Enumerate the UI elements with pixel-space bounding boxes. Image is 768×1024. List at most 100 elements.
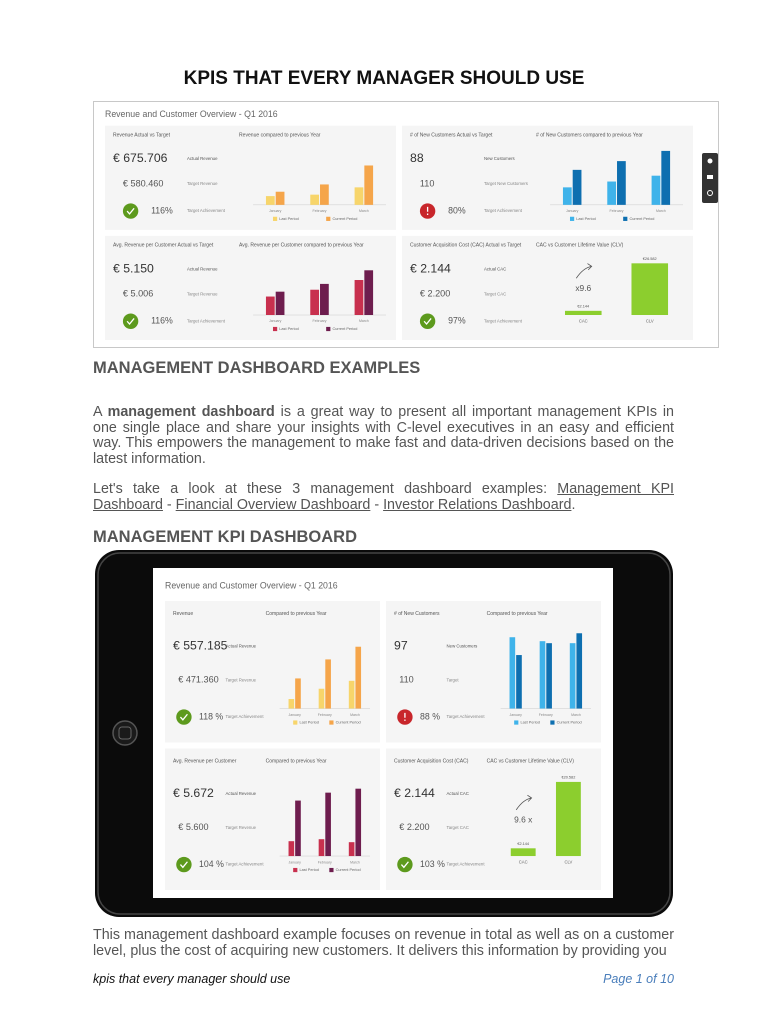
check-mark bbox=[400, 861, 409, 869]
legend-label: Current Period bbox=[336, 868, 361, 872]
main-label: Actual Revenue bbox=[187, 156, 218, 161]
main-value: € 2.144 bbox=[394, 786, 435, 800]
legend-label: Current Period bbox=[629, 217, 654, 221]
chart-title: CAC vs Customer Lifetime Value (CLV) bbox=[487, 759, 575, 765]
legend-label: Last Period bbox=[299, 721, 318, 725]
main-label: New Customers bbox=[447, 643, 478, 648]
text: This management dashboard example focuse… bbox=[93, 927, 674, 959]
bar bbox=[318, 839, 325, 857]
text: . bbox=[571, 496, 576, 513]
status-icon bbox=[419, 313, 436, 329]
x-tick-label: February bbox=[318, 713, 332, 717]
achievement-label: Target Achievement bbox=[226, 714, 265, 719]
bar bbox=[651, 175, 661, 205]
target-value: € 471.360 bbox=[178, 675, 218, 685]
achievement-label: Target Achievement bbox=[187, 208, 226, 213]
paragraph: A management dashboard is a great way to… bbox=[93, 404, 674, 467]
section-heading: MANAGEMENT KPI DASHBOARD bbox=[93, 528, 357, 546]
main-value: € 5.150 bbox=[113, 261, 154, 275]
x-tick-label: February bbox=[539, 713, 553, 717]
main-label: Actual CAC bbox=[484, 266, 506, 271]
achievement: 103 % bbox=[420, 859, 445, 869]
chart-title: CAC vs Customer Lifetime Value (CLV) bbox=[536, 243, 624, 249]
bar bbox=[509, 637, 516, 709]
value-label: €26.582 bbox=[643, 257, 657, 261]
legend-swatch bbox=[329, 867, 334, 873]
achievement: 97% bbox=[448, 316, 466, 326]
kpi-panel: Revenue Actual vs Target € 675.706 Actual … bbox=[105, 125, 396, 230]
chart-title: Avg. Revenue per Customer compared to pr… bbox=[239, 243, 364, 249]
kpi-title: Avg. Revenue per Customer bbox=[173, 759, 237, 765]
page-title: KPIS THAT EVERY MANAGER SHOULD USE bbox=[183, 68, 585, 89]
x-tick-label: January bbox=[269, 209, 282, 213]
main-value: € 2.144 bbox=[410, 261, 451, 275]
bar bbox=[310, 289, 320, 316]
check-mark bbox=[179, 861, 188, 869]
target-label: Target Revenue bbox=[187, 291, 218, 296]
main-value: 88 bbox=[410, 151, 424, 165]
panel-bg bbox=[402, 125, 693, 230]
check-mark bbox=[126, 207, 135, 215]
achievement: 104 % bbox=[199, 859, 224, 869]
legend-swatch bbox=[623, 216, 628, 221]
link[interactable]: Investor Relations Dashboard bbox=[383, 496, 572, 513]
achievement: 116% bbox=[151, 316, 173, 326]
link[interactable]: Financial Overview Dashboard bbox=[175, 496, 371, 513]
legend-label: Last Period bbox=[279, 217, 298, 221]
dashboard-screen: Revenue and Customer Overview - Q1 2016 R… bbox=[153, 568, 613, 898]
home-icon bbox=[118, 726, 132, 740]
kpi-title: Avg. Revenue per Customer Actual vs Targ… bbox=[113, 243, 214, 249]
link[interactable]: Management KPI Dashboard bbox=[93, 481, 675, 513]
main-label: New Customers bbox=[484, 156, 515, 161]
kpi-panel: Avg. Revenue per Customer € 5.672 Actual R… bbox=[165, 748, 380, 890]
bar bbox=[320, 184, 329, 205]
kpi-title: Revenue bbox=[173, 611, 193, 617]
x-tick-label: March bbox=[350, 713, 360, 717]
bar bbox=[348, 680, 355, 709]
bar bbox=[354, 187, 364, 205]
target-value: € 580.460 bbox=[123, 178, 163, 188]
side-icons bbox=[702, 153, 718, 203]
tablet-edge bbox=[97, 552, 671, 915]
text: is a great way to present all important … bbox=[93, 404, 674, 467]
footer-left: kpis that every manager should use bbox=[93, 972, 291, 986]
chart-title: Compared to previous Year bbox=[487, 611, 548, 617]
status-icon bbox=[122, 313, 139, 329]
target-label: Target bbox=[447, 677, 460, 682]
footer-page: Page 1 of 10 bbox=[603, 972, 674, 986]
x-tick-label: February bbox=[313, 319, 327, 323]
check-mark bbox=[179, 713, 188, 721]
paragraph: This management dashboard example focuse… bbox=[93, 927, 674, 959]
x-tick-label: March bbox=[571, 713, 581, 717]
achievement: 88 % bbox=[420, 711, 440, 721]
x-tick-label: January bbox=[288, 713, 301, 717]
dashboard-image: Revenue and Customer Overview - Q1 2016 R… bbox=[93, 101, 719, 348]
main-value: € 5.672 bbox=[173, 786, 214, 800]
panel-bg bbox=[105, 235, 396, 340]
achievement-label: Target Achievement bbox=[187, 318, 226, 323]
legend-label: Current Period bbox=[557, 721, 582, 725]
target-value: 110 bbox=[399, 675, 414, 685]
bar bbox=[325, 659, 331, 709]
bar bbox=[354, 280, 364, 316]
legend-swatch bbox=[326, 326, 331, 332]
annotation: x9.6 bbox=[575, 283, 591, 293]
panel-bg bbox=[105, 125, 396, 230]
x-tick-label: February bbox=[318, 860, 332, 864]
paragraph: Let's take a look at these 3 management … bbox=[93, 481, 675, 513]
achievement-label: Target Achievement bbox=[447, 714, 486, 719]
phone-icon bbox=[707, 158, 713, 164]
chart-title: Compared to previous Year bbox=[266, 759, 327, 765]
kpi-title: # of New Customers bbox=[394, 611, 440, 617]
x-tick-label: January bbox=[509, 713, 522, 717]
target-label: Target CAC bbox=[484, 291, 506, 296]
target-label: Target Revenue bbox=[226, 677, 257, 682]
arrow bbox=[575, 263, 593, 279]
text: A bbox=[93, 404, 108, 420]
legend-swatch bbox=[514, 720, 519, 725]
legend-label: Current Period bbox=[332, 217, 357, 221]
target-label: Target Revenue bbox=[226, 825, 257, 830]
x-tick-label: January bbox=[566, 209, 579, 213]
x-tick-label: CAC bbox=[579, 318, 588, 323]
